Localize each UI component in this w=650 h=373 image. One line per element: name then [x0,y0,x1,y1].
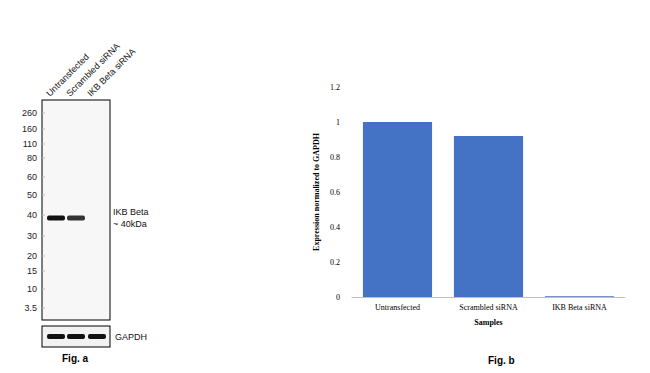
svg-text:30: 30 [27,231,37,241]
svg-text:10: 10 [27,284,37,294]
svg-text:IKB Beta siRNA: IKB Beta siRNA [85,46,137,98]
svg-text:~ 40kDa: ~ 40kDa [113,219,147,229]
svg-text:0.6: 0.6 [330,188,340,197]
svg-text:Scrambled siRNA: Scrambled siRNA [459,303,518,312]
svg-text:Scrambled siRNA: Scrambled siRNA [64,41,122,99]
svg-text:60: 60 [27,172,37,182]
svg-text:0.2: 0.2 [330,258,340,267]
svg-text:Fig. a: Fig. a [62,353,89,364]
svg-text:40: 40 [27,210,37,220]
svg-text:1.2: 1.2 [330,83,340,92]
svg-text:50: 50 [27,190,37,200]
svg-text:1: 1 [336,118,340,127]
svg-text:Fig. b: Fig. b [488,355,515,366]
svg-text:0.8: 0.8 [330,153,340,162]
svg-text:15: 15 [27,266,37,276]
svg-text:3.5: 3.5 [24,303,37,313]
svg-text:80: 80 [27,153,37,163]
svg-text:260: 260 [22,108,37,118]
svg-text:Untransfected: Untransfected [44,51,91,99]
svg-text:Samples: Samples [474,318,502,327]
svg-text:0: 0 [336,293,340,302]
svg-text:Expression normalized to GAPDH: Expression normalized to GAPDH [312,132,321,251]
svg-text:0.4: 0.4 [330,223,340,232]
svg-text:IKB Beta: IKB Beta [113,207,149,217]
svg-text:110: 110 [23,139,37,149]
svg-text:IKB Beta siRNA: IKB Beta siRNA [552,303,607,312]
svg-text:GAPDH: GAPDH [115,332,147,342]
svg-text:Untransfected: Untransfected [375,303,420,312]
svg-text:160: 160 [22,124,37,134]
svg-text:20: 20 [27,251,37,261]
